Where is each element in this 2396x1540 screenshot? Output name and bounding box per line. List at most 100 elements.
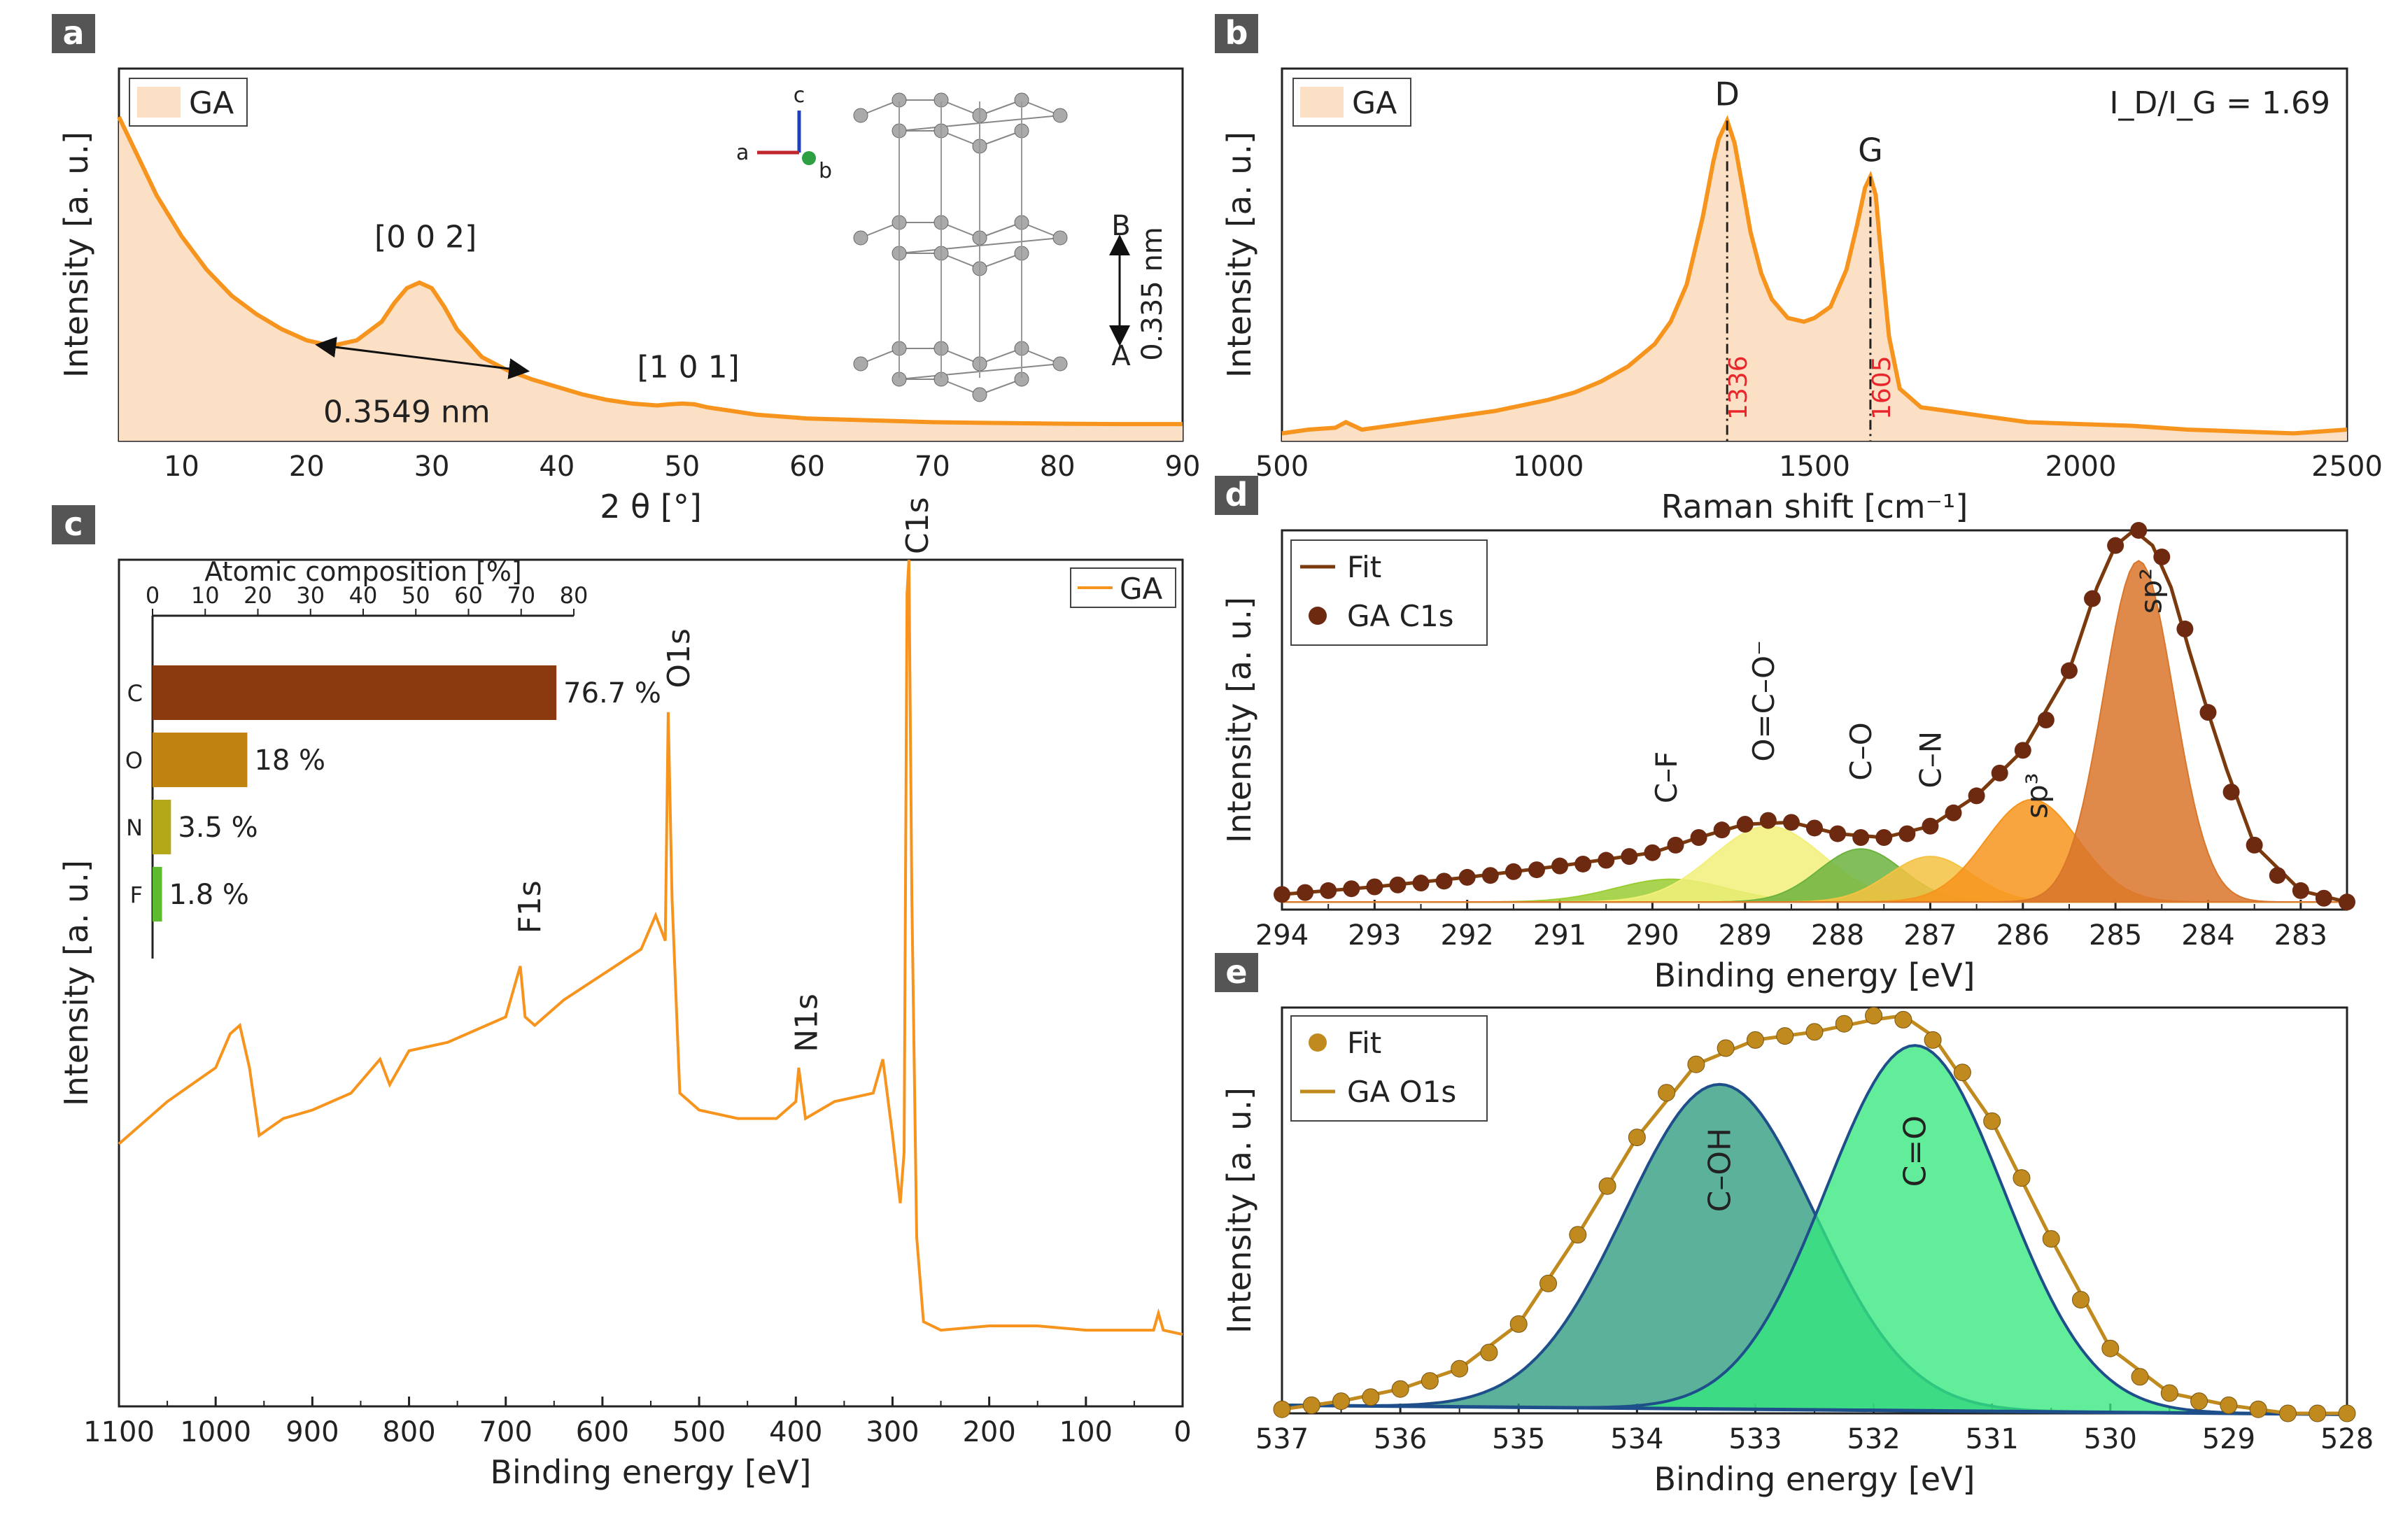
data-point [1421,1372,1439,1390]
data-point [1320,882,1337,899]
panel-label-text: c [64,505,83,543]
data-point [1621,848,1638,866]
x-tick-label: 537 [1255,1423,1309,1455]
interlayer-label: 0.335 nm [1136,227,1169,361]
axis-a-label: a [736,141,749,165]
x-tick-label: 289 [1719,919,1772,952]
data-point [1953,1064,1971,1082]
data-point [1343,880,1360,898]
peak-label-F1s: F1s [512,880,548,933]
baseline [1281,1403,2348,1416]
inset-bar-N [153,800,171,854]
data-point [2060,662,2078,679]
data-point [1274,886,1290,903]
y-axis-label: Intensity [a. u.] [57,132,95,378]
carbon-atom [972,387,987,402]
data-point [2176,620,2194,637]
component-label: C–OH [1703,1128,1738,1212]
series-fill [119,117,1183,441]
y-axis-label: Intensity [a. u.] [1220,597,1258,843]
data-point [1297,884,1314,901]
data-point [1528,861,1545,879]
component-label: sp² [2134,568,2168,614]
legend-label-data: GA O1s [1347,1075,1456,1109]
data-point [1366,878,1383,896]
x-tick-label: 700 [479,1416,533,1448]
component-label: sp³ [2020,773,2055,819]
data-point [1644,844,1661,861]
data-point [1658,1084,1676,1102]
data-point [1569,1226,1587,1244]
data-point [1598,852,1615,869]
data-point [1945,804,1962,821]
x-tick-label: 900 [286,1416,339,1448]
inset-bar-C [153,665,557,720]
data-point [1746,1031,1764,1049]
ratio-label: I_D/I_G = 1.69 [2109,85,2330,121]
x-tick-label: 288 [1811,919,1864,952]
inset-bar-F [153,867,162,921]
data-point [1991,764,2008,782]
x-tick-label: 70 [915,451,950,483]
x-tick-label: 532 [1847,1423,1900,1455]
x-tick-label: 283 [2274,919,2327,952]
data-point [2014,742,2031,759]
data-point [1509,1315,1528,1333]
data-point [1717,1039,1735,1057]
x-tick-label: 80 [1040,451,1076,483]
legend-label: GA [1352,85,1397,121]
data-point [2220,1396,2238,1414]
x-tick-label: 536 [1374,1423,1427,1455]
data-point [2013,1169,2031,1187]
x-tick-label: 60 [789,451,825,483]
data-point [2292,882,2309,899]
legend-label: GA [1120,572,1163,606]
x-tick-label: 1000 [1513,451,1584,483]
data-point [1412,875,1430,892]
data-point [2246,836,2263,854]
data-point [1480,1343,1498,1362]
inset-tick-label: 20 [244,582,272,609]
data-point [1451,1359,1469,1378]
inset-tick-label: 80 [560,582,589,609]
x-tick-label: 0 [1174,1416,1191,1448]
x-tick-label: 293 [1348,919,1401,952]
data-point [1435,873,1453,890]
data-point [1539,1274,1557,1292]
series-line [118,559,1183,1336]
panel-label-box [1215,14,1258,53]
inset-tick-label: 10 [191,582,220,609]
data-point [1690,829,1707,847]
data-point [2037,712,2055,728]
carbon-atom [853,108,868,123]
data-point [2315,889,2332,907]
layer-A-label: A [1111,340,1131,372]
inset-category-label: C [127,680,143,707]
legend-swatch-fit [1309,1033,1327,1052]
peak-label-O1s: O1s [661,628,697,688]
data-point [1687,1055,1705,1073]
data-point [1898,825,1916,842]
panel-label: e [1215,953,1258,992]
data-point [2130,522,2148,539]
x-tick-label: 531 [1965,1423,2018,1455]
data-point [1481,867,1499,884]
x-tick-label: 2000 [2045,451,2117,483]
component-label: C–O [1844,722,1878,780]
data-point [1391,1380,1409,1398]
series-line [1281,115,2348,436]
component-label: C–F [1649,751,1684,803]
panel-a: 10 20 30 40 50 60 70 80 90 2 θ [°] Intensity [a. u… [52,14,1200,525]
x-tick-label: 2500 [2311,451,2383,483]
data-point [2042,1230,2060,1248]
data-point [1782,814,1800,831]
x-tick-label: 600 [576,1416,629,1448]
data-point [2153,548,2171,565]
panel-label-text: e [1225,953,1247,991]
legend-swatch [1300,87,1344,118]
data-point [1628,1129,1646,1147]
x-tick-label: 529 [2202,1423,2255,1455]
data-point [2072,1291,2090,1309]
panel-label: a [52,14,95,53]
